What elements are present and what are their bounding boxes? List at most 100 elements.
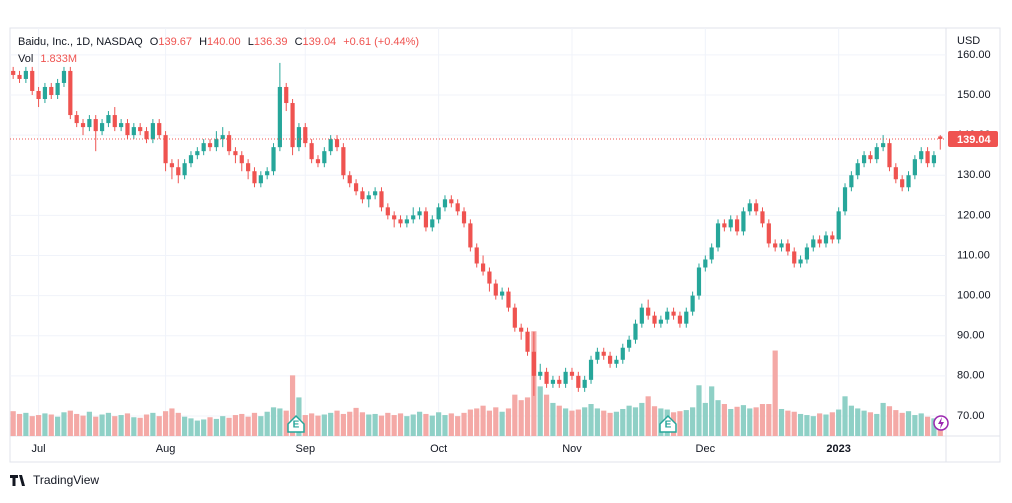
volume-bar: [817, 413, 823, 436]
volume-bar: [893, 410, 899, 436]
candle-body: [271, 147, 276, 172]
volume-bar: [283, 410, 289, 436]
brand-logo[interactable]: TradingView: [10, 473, 99, 487]
volume-bar: [493, 407, 499, 436]
candle-body: [747, 203, 752, 212]
candle-body: [557, 379, 562, 384]
candle-body: [404, 219, 409, 224]
candle-body: [366, 195, 371, 200]
candle-body: [887, 143, 892, 168]
volume-bar: [182, 416, 188, 436]
vol-value: 1.833M: [40, 53, 77, 65]
volume-bar: [912, 415, 918, 436]
candle-body: [531, 351, 536, 376]
volume-bar: [143, 414, 150, 436]
candle-body: [322, 151, 327, 164]
volume-bar: [232, 415, 239, 436]
volume-bar: [156, 416, 162, 436]
volume-bar: [442, 415, 448, 436]
ohlc-label: L: [248, 36, 254, 48]
volume-bar: [404, 416, 410, 436]
volume-bar: [366, 414, 372, 436]
volume-bar: [639, 402, 645, 436]
ohlc-label: C: [295, 36, 303, 48]
candle-body: [214, 139, 219, 148]
candle-body: [233, 151, 238, 156]
volume-bar: [740, 405, 747, 436]
volume-bar: [239, 413, 245, 436]
candle-body: [138, 127, 143, 132]
candle-body: [74, 115, 79, 124]
candle-body: [487, 271, 492, 284]
candle-body: [696, 267, 702, 296]
candle-body: [646, 307, 651, 316]
volume-bar: [778, 408, 785, 436]
candle-body: [550, 379, 556, 384]
volume-bar: [302, 415, 308, 436]
y-tick-label: 90.00: [957, 330, 985, 342]
candle-body: [182, 163, 187, 176]
candle-body: [99, 123, 105, 132]
volume-bar: [632, 407, 639, 436]
volume-bar: [162, 411, 169, 436]
volume-bar: [499, 411, 505, 436]
volume-bar: [315, 415, 321, 436]
candle-body: [150, 123, 155, 140]
volume-bar: [931, 418, 937, 436]
volume-bar: [563, 408, 569, 436]
candle-body: [309, 143, 314, 160]
volume-bar: [505, 408, 512, 436]
candle-body: [607, 355, 613, 364]
candle-body: [42, 86, 48, 100]
volume-header: Vol 1.833M: [18, 53, 77, 65]
volume-bar: [48, 414, 54, 436]
candle-body: [881, 143, 886, 148]
volume-bar: [372, 413, 378, 436]
candle-body: [588, 359, 594, 380]
candle-body: [633, 323, 638, 340]
candle-body: [715, 223, 721, 248]
candle-body: [817, 239, 822, 244]
volume-bar: [537, 386, 543, 436]
volume-bar: [461, 412, 467, 436]
y-tick-label: 130.00: [957, 169, 991, 181]
volume-bar: [74, 413, 80, 436]
ohlc-value: 139.04: [303, 36, 337, 48]
volume-bar: [296, 397, 302, 436]
volume-bar: [448, 413, 454, 436]
volume-bar: [112, 416, 118, 436]
volume-bar: [569, 410, 575, 436]
earnings-badge: E: [287, 414, 305, 433]
candle-body: [315, 159, 321, 164]
candle-body: [430, 219, 435, 228]
candle-body: [176, 167, 181, 176]
x-tick-label: Nov: [562, 443, 582, 455]
volume-bar: [340, 413, 346, 436]
candle-body: [468, 223, 473, 248]
candle-body: [93, 119, 98, 132]
candle-body: [830, 235, 835, 240]
candle-body: [519, 327, 524, 332]
candle-body: [417, 211, 422, 216]
ohlc-value: 139.67: [158, 36, 192, 48]
candle-body: [671, 311, 676, 316]
volume-bar: [734, 406, 740, 436]
candle-body: [576, 375, 581, 388]
candle-body: [493, 283, 498, 296]
ohlc-label: O: [150, 36, 159, 48]
candle-body: [461, 211, 467, 224]
candle-body: [125, 123, 130, 136]
volume-bar: [194, 420, 200, 436]
candle-body: [379, 191, 384, 208]
volume-bar: [937, 425, 943, 436]
candle-body: [80, 123, 86, 128]
candle-body: [804, 247, 810, 260]
candle-body: [779, 243, 784, 248]
volume-bar: [429, 415, 435, 436]
candle-body: [582, 379, 587, 388]
candle-body: [36, 90, 41, 100]
candle-body: [919, 151, 924, 160]
candle-body: [703, 259, 708, 268]
volume-bar: [728, 408, 734, 436]
candle-body: [627, 339, 632, 348]
